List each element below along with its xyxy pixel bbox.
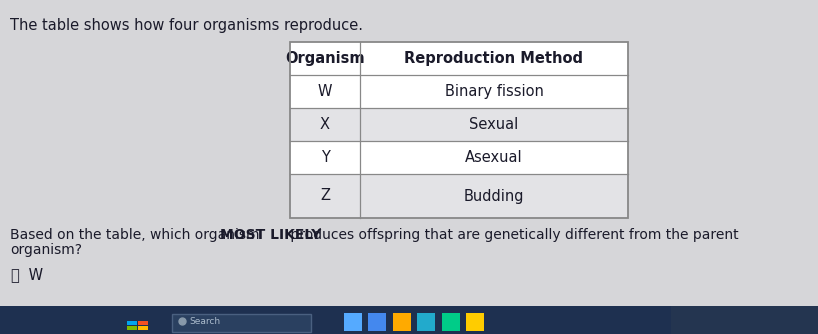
Bar	[290, 174, 628, 218]
Bar	[127, 321, 137, 325]
Text: Reproduction Method: Reproduction Method	[404, 51, 583, 66]
Bar	[290, 42, 628, 218]
Bar	[442, 313, 460, 331]
Text: W: W	[317, 84, 332, 99]
Text: Binary fission: Binary fission	[444, 84, 543, 99]
Text: Budding: Budding	[464, 188, 524, 203]
Bar	[671, 306, 818, 334]
Text: Based on the table, which organism: Based on the table, which organism	[10, 228, 264, 242]
Text: Y: Y	[321, 150, 330, 165]
Text: Asexual: Asexual	[465, 150, 523, 165]
Bar	[290, 42, 628, 75]
Bar	[138, 326, 148, 330]
Bar	[417, 313, 435, 331]
Text: MOST LIKELY: MOST LIKELY	[220, 228, 321, 242]
Text: The table shows how four organisms reproduce.: The table shows how four organisms repro…	[10, 18, 363, 33]
Bar	[290, 108, 628, 141]
Text: Search: Search	[190, 318, 221, 326]
Bar	[172, 314, 311, 332]
Bar	[344, 313, 362, 331]
Bar	[466, 313, 484, 331]
Bar	[290, 141, 628, 174]
Text: Ⓐ: Ⓐ	[10, 268, 19, 283]
Text: Sexual: Sexual	[470, 117, 519, 132]
Bar	[393, 313, 411, 331]
Bar	[138, 321, 148, 325]
Bar	[127, 326, 137, 330]
Text: Organism: Organism	[285, 51, 365, 66]
Bar	[368, 313, 386, 331]
Text: organism?: organism?	[10, 243, 82, 257]
Bar	[290, 75, 628, 108]
Bar	[0, 306, 818, 334]
Text: produces offspring that are genetically different from the parent: produces offspring that are genetically …	[286, 228, 739, 242]
Text: X: X	[320, 117, 330, 132]
Text: W: W	[24, 268, 43, 283]
Text: Z: Z	[320, 188, 330, 203]
